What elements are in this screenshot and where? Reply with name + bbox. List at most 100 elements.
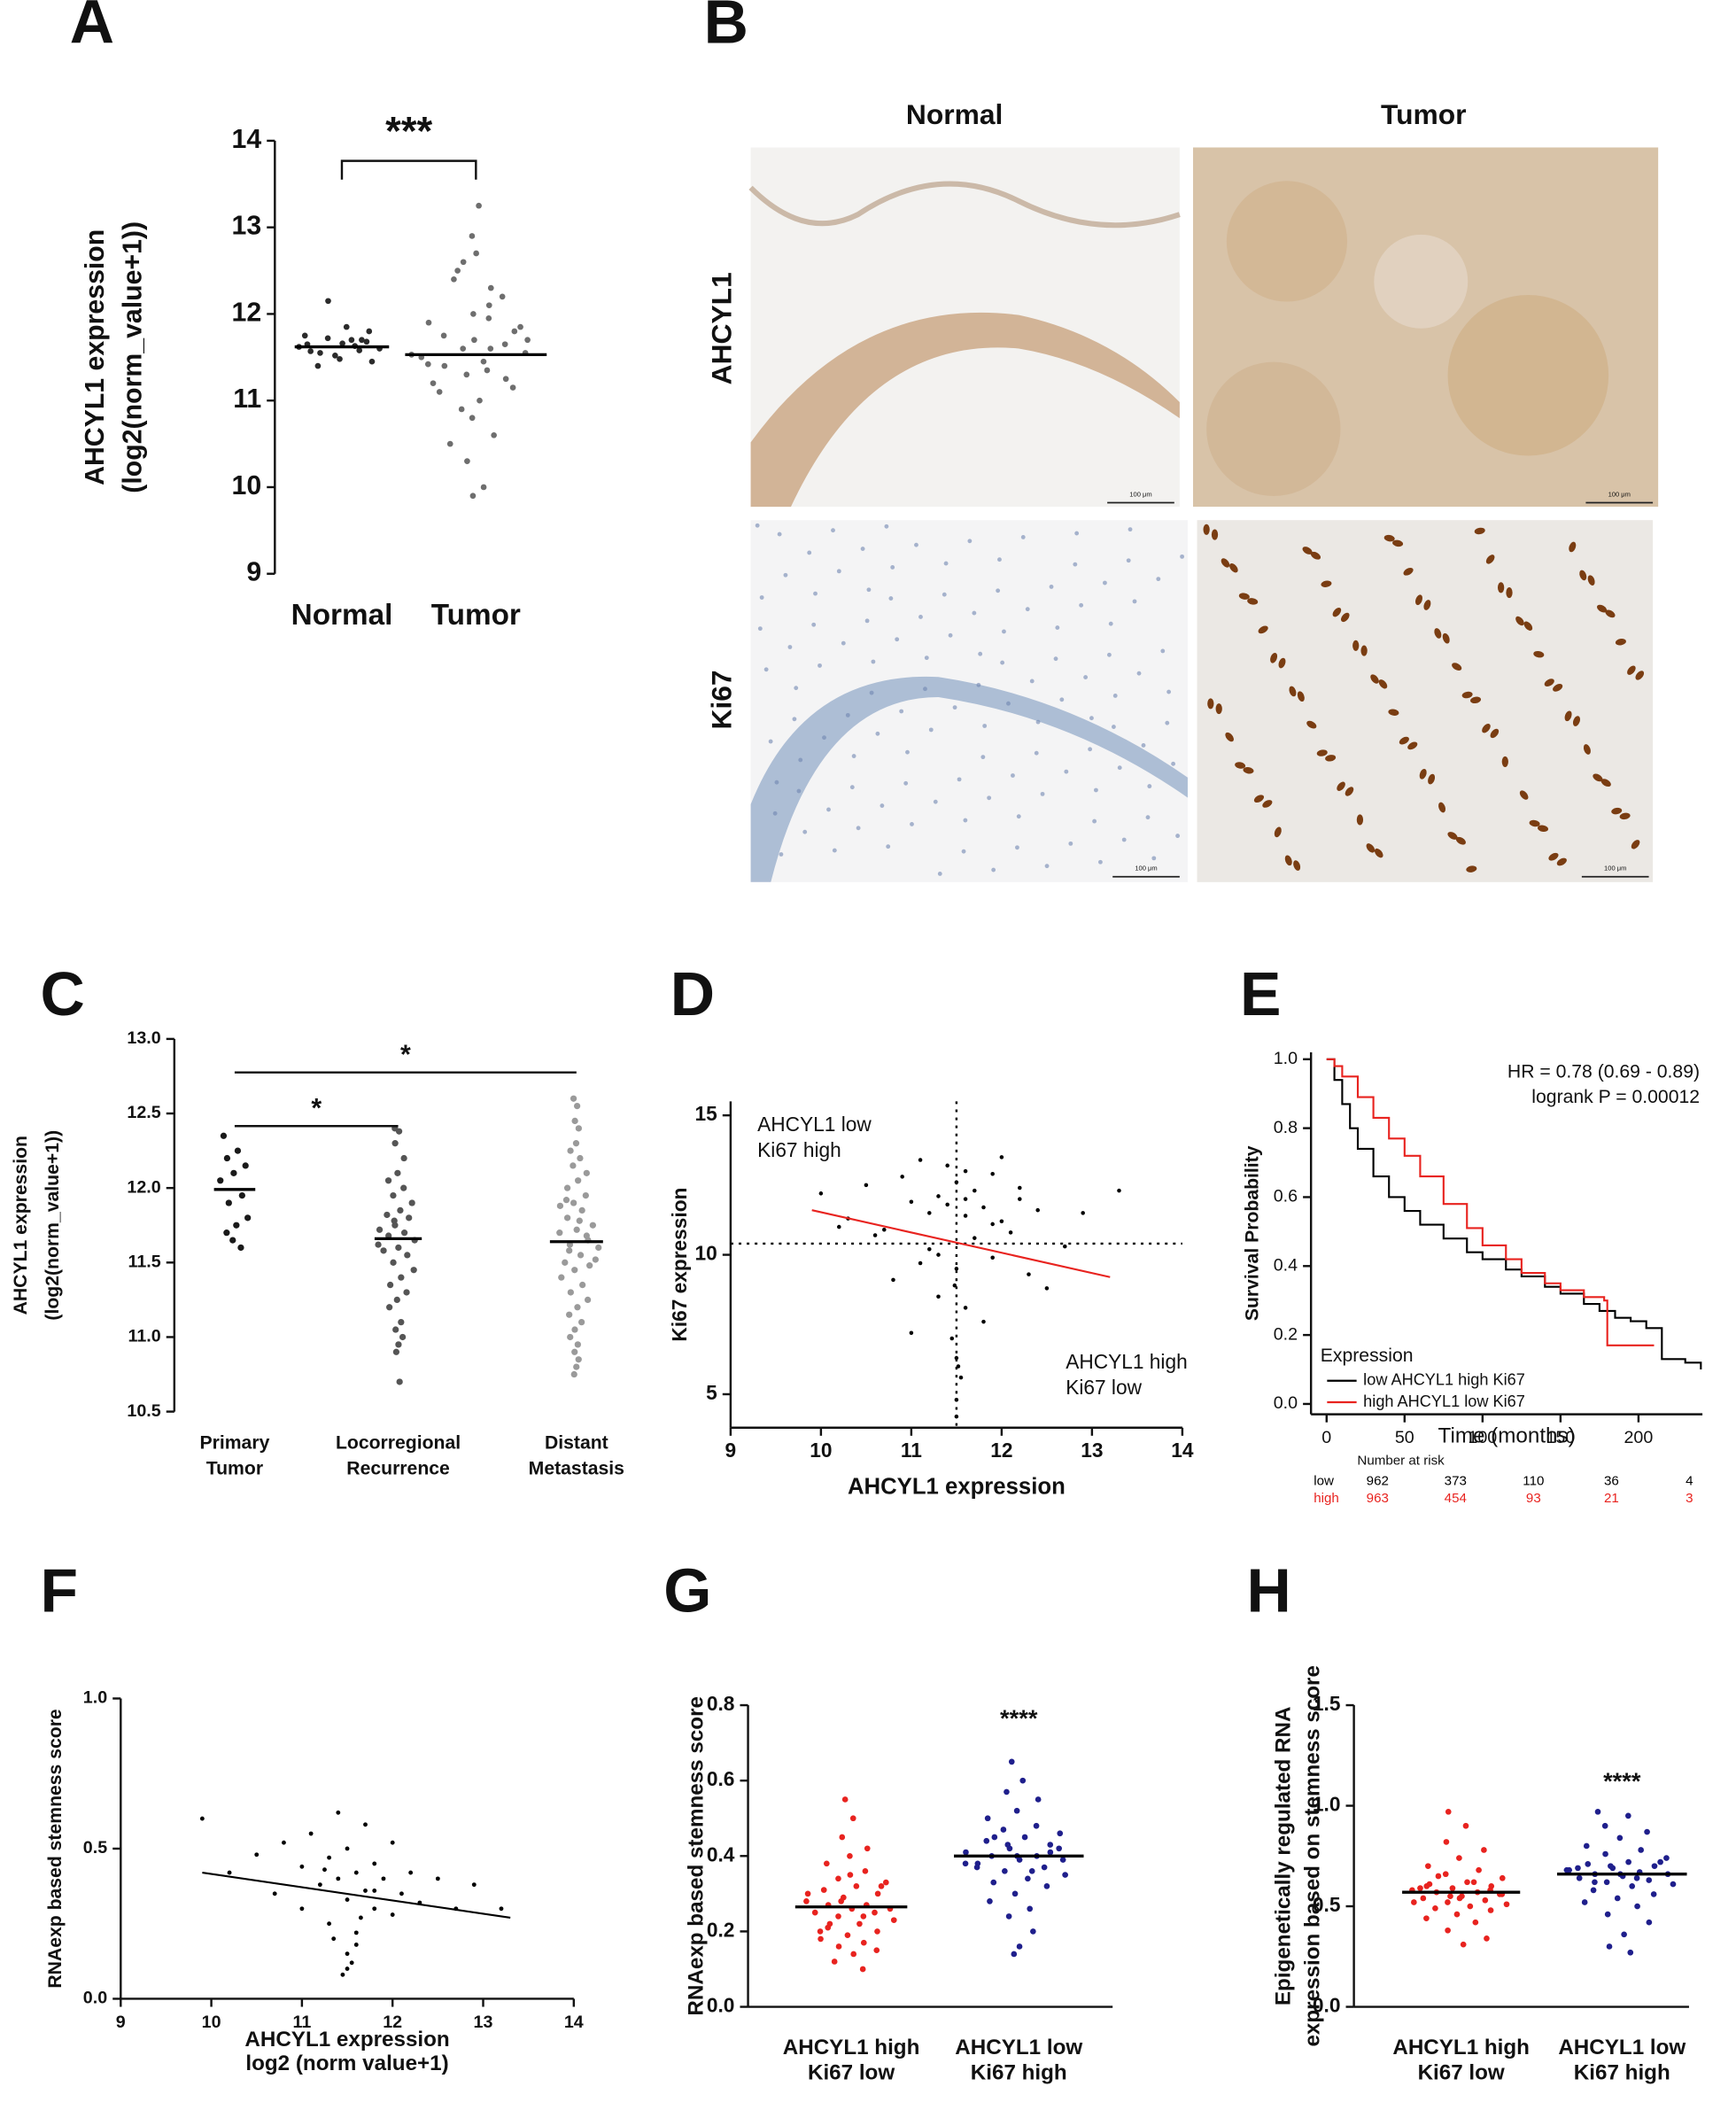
x-tick-label: 11: [293, 2013, 312, 2032]
data-point: [589, 1222, 596, 1229]
data-point: [254, 1852, 260, 1858]
nucleus: [826, 807, 831, 812]
panel-c: C 10.5 11.0 11.5 12.0 12.5 13.0 AHCYL1 expressi…: [11, 959, 624, 1478]
nucleus: [1225, 732, 1234, 742]
risk-value: 21: [1604, 1491, 1619, 1506]
nucleus: [918, 615, 923, 619]
nucleus: [1106, 652, 1112, 657]
data-point: [390, 1259, 397, 1266]
data-point: [1411, 1899, 1417, 1905]
nucleus: [1270, 652, 1278, 663]
tissue-band: [750, 312, 1180, 508]
data-point: [517, 323, 523, 330]
data-point: [987, 1898, 993, 1904]
nucleus: [811, 622, 817, 627]
y-tick-label: 1.0: [1274, 1049, 1298, 1068]
data-point: [945, 1202, 949, 1207]
significance-label: ****: [1000, 1704, 1038, 1732]
data-point: [956, 1364, 961, 1369]
nucleus: [910, 822, 914, 826]
data-point: [823, 1860, 830, 1867]
data-point: [1008, 1758, 1015, 1765]
nucleus: [1166, 689, 1172, 694]
data-point: [1616, 1834, 1624, 1842]
y-tick-label: 9: [246, 558, 261, 587]
data-point: [395, 1341, 402, 1348]
y-axis-label: RNAexp based stemness score: [684, 1696, 708, 2016]
data-point: [891, 1277, 895, 1283]
nucleus: [1447, 832, 1458, 840]
data-point: [1592, 1879, 1598, 1886]
data-point: [1476, 1866, 1482, 1873]
data-point: [511, 328, 518, 335]
nucleus: [845, 712, 850, 717]
data-point: [999, 1219, 1004, 1224]
data-point: [353, 1930, 359, 1935]
nucleus: [952, 705, 957, 710]
nucleus: [1506, 587, 1513, 599]
column-label: Tumor: [1381, 98, 1466, 130]
data-point: [1590, 1887, 1597, 1894]
data-point: [963, 1168, 968, 1174]
x-axis-label: AHCYL1 expression: [848, 1475, 1066, 1500]
data-point: [818, 1935, 824, 1943]
y-tick-label: 0.8: [707, 1692, 735, 1715]
y-tick-label: 0.6: [707, 1767, 735, 1790]
nucleus: [1631, 840, 1640, 849]
nucleus: [1092, 818, 1097, 824]
data-point: [859, 1966, 866, 1973]
y-axis-label: Ki67 expression: [668, 1188, 691, 1342]
nucleus: [1423, 600, 1431, 610]
data-point: [384, 1211, 391, 1219]
data-point: [1650, 1891, 1657, 1897]
data-point: [317, 1882, 322, 1888]
data-point: [480, 358, 487, 365]
data-point: [349, 1960, 354, 1966]
data-point: [404, 1252, 411, 1259]
y-tick-label: 12: [232, 298, 262, 327]
data-point: [242, 1162, 249, 1169]
nucleus: [1611, 807, 1623, 815]
nucleus: [1088, 747, 1093, 752]
y-axis-label: Epigenetically regulated RNA: [1271, 1706, 1295, 2005]
data-point: [499, 1906, 504, 1912]
nucleus: [1180, 554, 1185, 559]
data-point: [282, 1840, 286, 1845]
significance-bracket: [340, 159, 477, 180]
data-point: [332, 353, 338, 359]
nucleus: [1306, 720, 1317, 729]
nucleus: [1523, 621, 1533, 631]
data-point: [469, 415, 476, 422]
scale-label: 100 μm: [1129, 490, 1151, 498]
data-point: [586, 1262, 593, 1269]
y-tick-label: 15: [694, 1102, 717, 1125]
nucleus: [1049, 584, 1054, 589]
tissue-nest: [1374, 234, 1469, 329]
data-point: [460, 259, 467, 266]
x-tick-label: Ki67 low: [808, 2061, 895, 2085]
data-point: [229, 1237, 236, 1244]
nucleus: [1040, 791, 1045, 796]
data-point: [844, 1932, 851, 1939]
y-tick-label: 0.0: [707, 1994, 735, 2017]
y-tick-label: 12.5: [127, 1103, 160, 1122]
data-point: [584, 1296, 592, 1304]
nucleus: [1147, 784, 1152, 789]
nucleus: [1044, 864, 1050, 869]
nucleus: [895, 637, 900, 642]
data-point: [577, 1154, 584, 1162]
data-point: [233, 1222, 240, 1229]
data-point: [392, 1348, 400, 1355]
y-tick-label: 13: [232, 212, 262, 241]
data-point: [392, 1326, 399, 1333]
data-point: [1062, 1872, 1068, 1878]
nucleus: [1345, 787, 1354, 796]
data-point: [491, 431, 497, 438]
data-point: [308, 1831, 314, 1836]
data-point: [524, 337, 531, 344]
risk-value: 110: [1523, 1473, 1544, 1488]
data-point: [1456, 1895, 1463, 1902]
nucleus: [875, 731, 880, 736]
data-point: [981, 1319, 986, 1324]
data-point: [393, 1296, 400, 1304]
